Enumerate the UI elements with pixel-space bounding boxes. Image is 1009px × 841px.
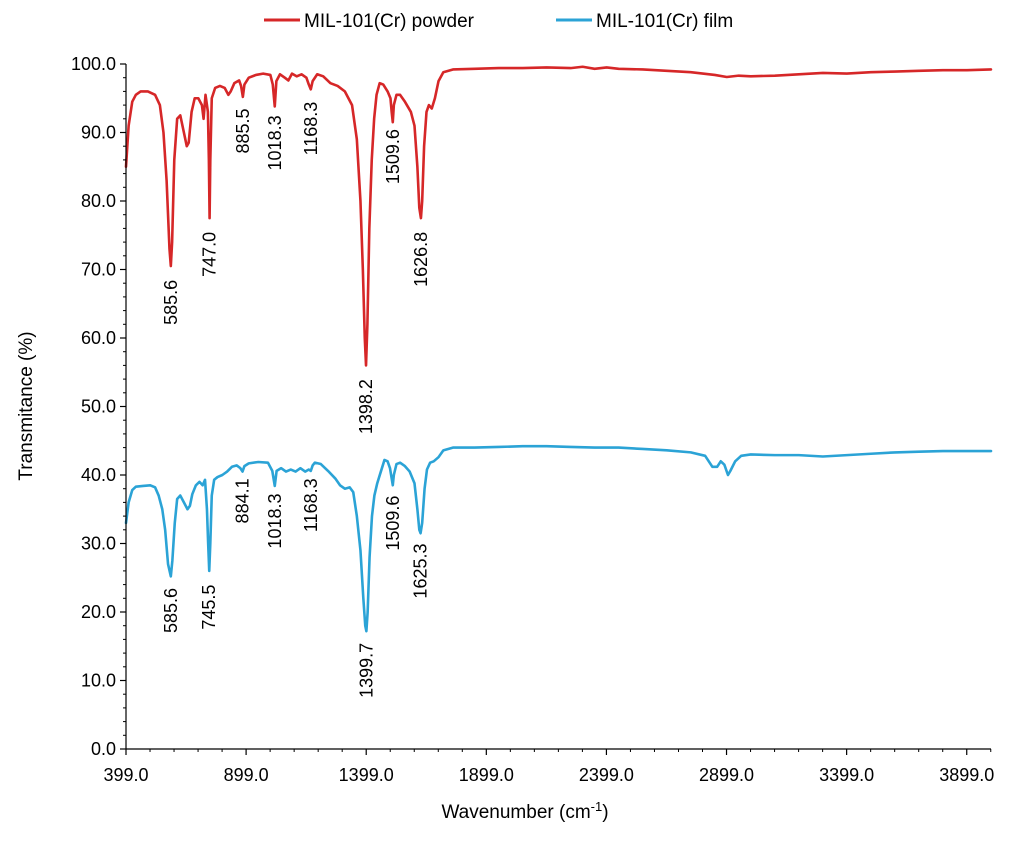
legend: MIL-101(Cr) powder MIL-101(Cr) film — [264, 11, 733, 32]
series-group — [124, 65, 993, 633]
peak-label: 747.0 — [200, 232, 220, 277]
y-tick-label: 0.0 — [91, 739, 116, 759]
y-tick-label: 90.0 — [81, 123, 116, 143]
y-tick-label: 70.0 — [81, 260, 116, 280]
peak-label: 1168.3 — [301, 478, 321, 532]
series-line-film — [124, 444, 993, 633]
peak-label: 745.5 — [199, 585, 219, 630]
y-tick-label: 30.0 — [81, 534, 116, 554]
x-tick-label: 2899.0 — [699, 765, 754, 785]
x-axis-title-main: Wavenumber (cm — [441, 802, 590, 823]
x-axis-title-suffix: ) — [602, 802, 608, 823]
peak-label: 885.5 — [233, 109, 253, 154]
y-tick-label: 40.0 — [81, 465, 116, 485]
peak-label: 585.6 — [161, 588, 181, 633]
legend-label-powder: MIL-101(Cr) powder — [304, 11, 475, 32]
y-tick-label: 80.0 — [81, 191, 116, 211]
x-tick-label: 2399.0 — [579, 765, 634, 785]
y-tick-label: 20.0 — [81, 602, 116, 622]
x-axis-title: Wavenumber (cm-1) — [441, 799, 608, 824]
y-tick-label: 50.0 — [81, 397, 116, 417]
x-tick-label: 399.0 — [103, 765, 148, 785]
peak-label: 1018.3 — [265, 115, 285, 170]
peak-label: 1625.3 — [411, 544, 431, 599]
peak-labels: 585.6 747.0 885.5 1018.3 1168.3 1398.2 1509.6 1… — [161, 102, 431, 698]
peak-label: 1168.3 — [301, 102, 321, 156]
peak-label: 1626.8 — [411, 232, 431, 287]
legend-label-film: MIL-101(Cr) film — [596, 11, 733, 32]
peak-label: 1509.6 — [383, 129, 403, 184]
y-axis-title: Transmitance (%) — [16, 331, 37, 480]
x-tick-label: 3899.0 — [939, 765, 994, 785]
x-tick-label: 1899.0 — [459, 765, 514, 785]
x-tick-label: 1399.0 — [339, 765, 394, 785]
x-axis-title-sup: -1 — [591, 799, 603, 814]
peak-label: 1398.2 — [356, 379, 376, 434]
y-tick-label: 100.0 — [71, 54, 116, 74]
peak-label: 585.6 — [161, 280, 181, 325]
peak-label: 1509.6 — [383, 496, 403, 551]
axes — [125, 64, 991, 750]
series-line-powder — [124, 65, 993, 367]
peak-label: 1399.7 — [356, 643, 376, 698]
x-tick-label: 3399.0 — [819, 765, 874, 785]
y-tick-label: 60.0 — [81, 328, 116, 348]
peak-label: 884.1 — [233, 478, 253, 523]
x-ticks: 399.0 899.0 1399.0 1899.0 2399.0 2899.0 3399.0… — [103, 749, 994, 785]
peak-label: 1018.3 — [265, 494, 285, 549]
y-ticks: 0.0 10.0 20.0 30.0 40.0 50.0 60.0 70.0 80.0 90.0 1… — [71, 54, 126, 759]
y-tick-label: 10.0 — [81, 671, 116, 691]
x-tick-label: 899.0 — [224, 765, 269, 785]
